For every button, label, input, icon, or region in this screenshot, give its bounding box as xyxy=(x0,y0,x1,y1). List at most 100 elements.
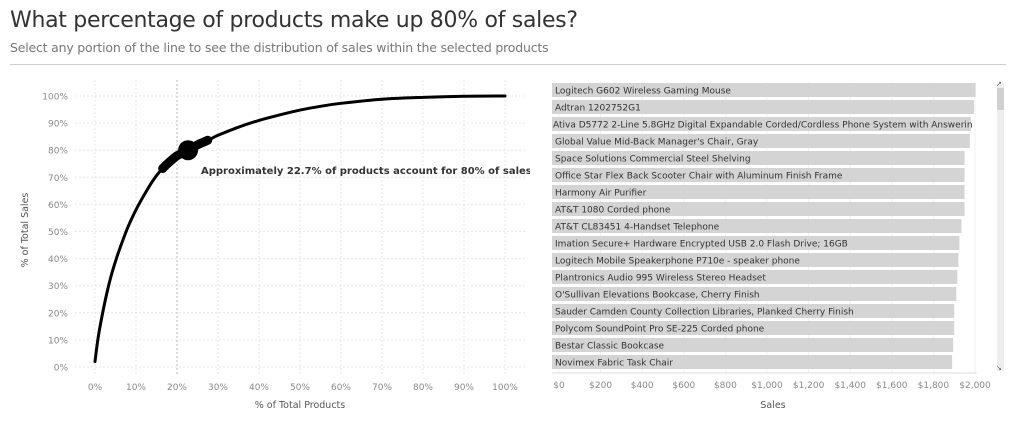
pareto-y-tick-label: 40% xyxy=(48,255,68,265)
sales-bar-row[interactable]: Global Value Mid-Back Manager's Chair, G… xyxy=(552,134,970,148)
sales-x-tick-label: $1,800 xyxy=(918,381,950,391)
sales-bar-label: Bestar Classic Bookcase xyxy=(555,342,665,352)
sales-bar[interactable] xyxy=(552,321,955,335)
sales-bar-label: Global Value Mid-Back Manager's Chair, G… xyxy=(555,138,759,148)
sales-bar-row[interactable]: Polycom SoundPoint Pro SE-225 Corded pho… xyxy=(552,321,955,335)
pareto-y-tick-label: 100% xyxy=(42,93,68,103)
sales-bar-row[interactable]: AT&T CL83451 4-Handset Telephone xyxy=(552,219,962,233)
pareto-chart[interactable]: 0% 10% 20% 30% 40% 50% 60% 70% 80% 90% 100% 0% 10% 2… xyxy=(0,70,530,420)
sales-bar[interactable] xyxy=(552,270,958,284)
sales-bar-label: Office Star Flex Back Scooter Chair with… xyxy=(555,172,843,182)
sales-bar-chart[interactable]: Logitech G602 Wireless Gaming Mouse Adtra… xyxy=(540,70,1024,420)
resize-handle-top-icon: ↗ xyxy=(996,80,1002,88)
scrollbar-track[interactable] xyxy=(997,84,1004,371)
pareto-x-tick-label: 30% xyxy=(208,383,228,393)
sales-bar-label: Logitech G602 Wireless Gaming Mouse xyxy=(555,87,731,97)
scrollbar-thumb[interactable] xyxy=(997,88,1004,110)
sales-bar-row[interactable]: Office Star Flex Back Scooter Chair with… xyxy=(552,168,965,182)
sales-bar-label: Polycom SoundPoint Pro SE-225 Corded pho… xyxy=(555,325,765,335)
pareto-y-tick-label: 60% xyxy=(48,201,68,211)
sales-x-tick-label: $400 xyxy=(631,381,654,391)
sales-x-tick-label: $0 xyxy=(553,381,565,391)
pareto-y-ticks: 0% 10% 20% 30% 40% 50% 60% 70% 80% 90% 100% xyxy=(42,93,68,374)
sales-bar[interactable] xyxy=(552,185,965,199)
sales-bar[interactable] xyxy=(552,338,954,352)
header-divider xyxy=(10,64,1006,65)
sales-bar-label: Adtran 1202752G1 xyxy=(555,104,641,114)
sales-bar-row[interactable]: Sauder Camden County Collection Librarie… xyxy=(552,304,955,318)
sales-bar-label: Logitech Mobile Speakerphone P710e - spe… xyxy=(555,257,800,267)
sales-bar-row[interactable]: Plantronics Audio 995 Wireless Stereo He… xyxy=(552,270,958,284)
sales-bar-row[interactable]: Logitech Mobile Speakerphone P710e - spe… xyxy=(552,253,959,267)
pareto-80pct-point[interactable] xyxy=(178,140,199,161)
sales-bar[interactable] xyxy=(552,134,970,148)
pareto-x-tick-label: 20% xyxy=(167,383,187,393)
sales-x-tick-label: $1,400 xyxy=(834,381,866,391)
pareto-y-tick-label: 90% xyxy=(48,120,68,130)
sales-bar-row[interactable]: AT&T 1080 Corded phone xyxy=(552,202,965,216)
pareto-y-tick-label: 0% xyxy=(54,364,69,374)
sales-x-tick-label: $200 xyxy=(589,381,612,391)
pareto-x-tick-label: 100% xyxy=(492,383,518,393)
sales-bar-label: Novimex Fabric Task Chair xyxy=(555,359,673,369)
pareto-y-tick-label: 70% xyxy=(48,174,68,184)
sales-bar[interactable] xyxy=(552,236,960,250)
pareto-x-tick-label: 0% xyxy=(88,383,103,393)
sales-bar[interactable] xyxy=(552,253,959,267)
sales-bars[interactable]: Logitech G602 Wireless Gaming Mouse Adtra… xyxy=(552,83,976,369)
sales-bar-label: Plantronics Audio 995 Wireless Stereo He… xyxy=(555,274,766,284)
pareto-x-tick-label: 80% xyxy=(413,383,433,393)
sales-x-tick-label: $1,200 xyxy=(793,381,825,391)
sales-bar[interactable] xyxy=(552,151,965,165)
sales-bar-label: Sauder Camden County Collection Librarie… xyxy=(555,308,854,318)
sales-bar-row[interactable]: O'Sullivan Elevations Bookcase, Cherry F… xyxy=(552,287,957,301)
sales-bar-row[interactable]: Bestar Classic Bookcase xyxy=(552,338,954,352)
sales-bar-label: Harmony Air Purifier xyxy=(555,189,647,199)
sales-x-tick-label: $1,600 xyxy=(876,381,908,391)
sales-bar-row[interactable]: Adtran 1202752G1 xyxy=(552,100,974,114)
sales-bar[interactable] xyxy=(552,287,957,301)
sales-bar[interactable] xyxy=(552,83,976,97)
sales-bar-label: Space Solutions Commercial Steel Shelvin… xyxy=(555,155,751,165)
resize-handle-bottom-icon: ↘ xyxy=(996,364,1002,372)
pareto-y-tick-label: 20% xyxy=(48,309,68,319)
sales-x-tick-label: $2,000 xyxy=(959,381,991,391)
sales-bar-row[interactable]: Harmony Air Purifier xyxy=(552,185,965,199)
pareto-y-tick-label: 30% xyxy=(48,282,68,292)
pareto-x-axis-label: % of Total Products xyxy=(255,400,346,411)
pareto-y-axis-label: % of Total Sales xyxy=(20,193,31,268)
pareto-x-ticks: 0% 10% 20% 30% 40% 50% 60% 70% 80% 90% 100% xyxy=(88,383,518,393)
page-subtitle: Select any portion of the line to see th… xyxy=(10,40,549,55)
sales-bar[interactable] xyxy=(552,168,965,182)
pareto-annotation: Approximately 22.7% of products account … xyxy=(201,166,530,177)
pareto-y-tick-label: 10% xyxy=(48,336,68,346)
pareto-y-tick-label: 50% xyxy=(48,228,68,238)
sales-x-axis-label: Sales xyxy=(760,400,785,411)
sales-bar[interactable] xyxy=(552,219,962,233)
pareto-x-tick-label: 50% xyxy=(290,383,310,393)
pareto-y-tick-label: 80% xyxy=(48,147,68,157)
sales-bar-label: Ativa D5772 2-Line 5.8GHz Digital Expand… xyxy=(553,121,973,131)
sales-bar-label: Imation Secure+ Hardware Encrypted USB 2… xyxy=(555,240,848,250)
sales-bar-row[interactable]: Ativa D5772 2-Line 5.8GHz Digital Expand… xyxy=(552,117,973,131)
sales-bar-row[interactable]: Logitech G602 Wireless Gaming Mouse xyxy=(552,83,976,97)
pareto-x-tick-label: 70% xyxy=(372,383,392,393)
pareto-grid xyxy=(75,80,525,375)
sales-bar[interactable] xyxy=(552,117,971,131)
sales-bar[interactable] xyxy=(552,304,955,318)
sales-bar-row[interactable]: Novimex Fabric Task Chair xyxy=(552,355,953,369)
sales-bar[interactable] xyxy=(552,100,974,114)
sales-x-tick-label: $1,000 xyxy=(751,381,783,391)
sales-bar-label: AT&T CL83451 4-Handset Telephone xyxy=(555,223,720,233)
sales-bar[interactable] xyxy=(552,355,953,369)
pareto-x-tick-label: 90% xyxy=(454,383,474,393)
sales-bar-row[interactable]: Space Solutions Commercial Steel Shelvin… xyxy=(552,151,965,165)
sales-bar-row[interactable]: Imation Secure+ Hardware Encrypted USB 2… xyxy=(552,236,960,250)
sales-bar-label: AT&T 1080 Corded phone xyxy=(555,206,671,216)
sales-x-tick-label: $800 xyxy=(714,381,737,391)
sales-x-tick-label: $600 xyxy=(672,381,695,391)
sales-bar[interactable] xyxy=(552,202,965,216)
pareto-x-tick-label: 10% xyxy=(126,383,146,393)
sales-bar-label: O'Sullivan Elevations Bookcase, Cherry F… xyxy=(555,291,760,301)
page-title: What percentage of products make up 80% … xyxy=(10,8,578,33)
